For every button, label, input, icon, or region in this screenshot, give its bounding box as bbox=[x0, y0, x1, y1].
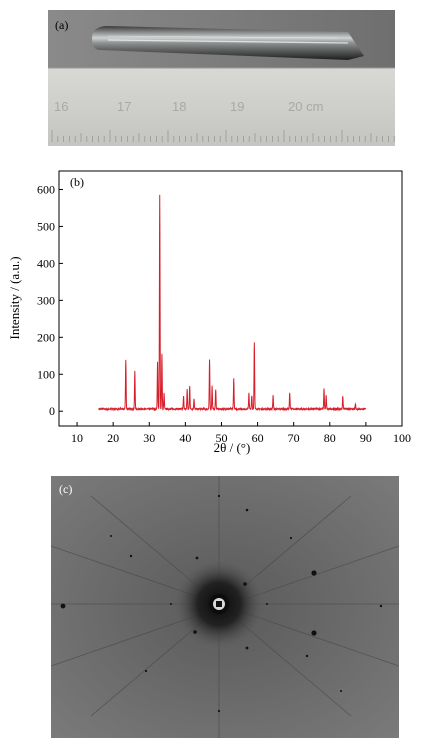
diffraction-pattern-panel: (c) bbox=[51, 476, 399, 738]
ruler-number: 16 bbox=[54, 99, 68, 114]
x-tick-label: 50 bbox=[215, 431, 227, 445]
ruler-ticks bbox=[51, 130, 395, 142]
x-tick-label: 30 bbox=[143, 431, 155, 445]
x-tick-label: 20 bbox=[107, 431, 119, 445]
y-axis-title: Intensity / (a.u.) bbox=[7, 256, 22, 339]
ruler-number: 20 cm bbox=[288, 99, 323, 114]
panel-b-label: (b) bbox=[70, 175, 84, 189]
diffraction-pattern bbox=[51, 476, 399, 738]
x-axis-title: 2θ / (°) bbox=[214, 440, 251, 455]
x-tick-label: 90 bbox=[360, 431, 372, 445]
panel-c-label: (c) bbox=[59, 482, 73, 496]
x-tick-label: 100 bbox=[393, 431, 411, 445]
y-tick-label: 300 bbox=[37, 293, 55, 307]
panel-a-label: (a) bbox=[55, 18, 69, 32]
x-tick-label: 70 bbox=[288, 431, 300, 445]
ruler-number: 17 bbox=[117, 99, 131, 114]
crystal-rod bbox=[92, 26, 364, 60]
y-tick-label: 600 bbox=[37, 182, 55, 196]
plot-frame bbox=[58, 170, 403, 427]
x-tick-label: 10 bbox=[71, 431, 83, 445]
x-tick-label: 80 bbox=[324, 431, 336, 445]
x-axis-ticks: 10 20 30 40 50 60 70 80 90 100 bbox=[71, 422, 411, 445]
y-tick-label: 200 bbox=[37, 330, 55, 344]
crystal-photo: 16 17 18 19 20 cm bbox=[48, 10, 395, 146]
xrd-pattern-line bbox=[98, 194, 367, 412]
y-tick-label: 500 bbox=[37, 219, 55, 233]
y-tick-label: 0 bbox=[49, 404, 55, 418]
ruler-number: 19 bbox=[230, 99, 244, 114]
diffraction-spots bbox=[60, 494, 383, 713]
ruler-number: 18 bbox=[172, 99, 186, 114]
x-tick-label: 40 bbox=[179, 431, 191, 445]
y-axis-ticks: 0 100 200 300 400 500 600 bbox=[37, 182, 63, 418]
y-tick-label: 100 bbox=[37, 367, 55, 381]
x-tick-label: 60 bbox=[252, 431, 264, 445]
crystal-photo-panel: 16 17 18 19 20 cm (a) bbox=[48, 10, 395, 146]
ruler bbox=[48, 68, 395, 146]
y-tick-label: 400 bbox=[37, 256, 55, 270]
ruler-numbers: 16 17 18 19 20 cm bbox=[54, 99, 323, 114]
xrd-chart-panel: 10 20 30 40 50 60 70 80 90 100 0 100 200 300 400 500 60… bbox=[0, 160, 440, 460]
xrd-chart: 10 20 30 40 50 60 70 80 90 100 0 100 200 300 400 500 60… bbox=[7, 170, 411, 455]
